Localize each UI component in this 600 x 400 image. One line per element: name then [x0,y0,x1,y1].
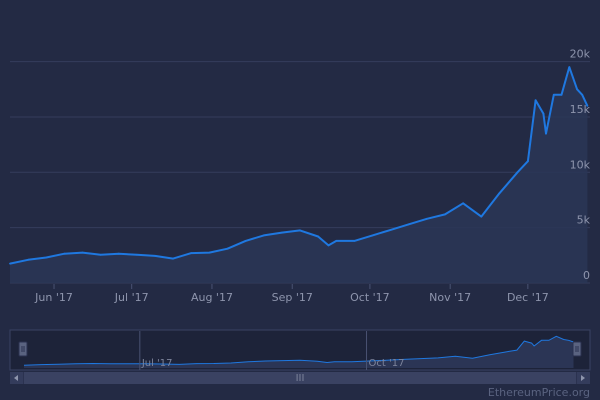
data-point[interactable] [581,93,584,96]
x-tick-label: Sep '17 [272,291,313,304]
x-axis-ticks: Jun '17 Jul '17 Aug '17 Sep '17 Oct '17 Nov '… [34,284,549,304]
data-point[interactable] [9,262,11,265]
data-point[interactable] [27,258,29,261]
data-point[interactable] [99,253,102,256]
x-tick-label: Jun '17 [34,291,73,304]
y-tick-label: 15k [570,103,591,116]
data-point[interactable] [389,229,392,231]
data-point[interactable] [527,160,529,163]
scrollbar-thumb[interactable] [24,372,576,384]
navigator-tick-label: Oct '17 [369,358,405,369]
scrollbar-left-arrow[interactable] [10,372,23,384]
data-point[interactable] [281,231,283,234]
data-point[interactable] [426,217,428,220]
data-point[interactable] [498,192,501,195]
data-point[interactable] [462,202,464,205]
data-point[interactable] [335,240,338,242]
y-tick-label: 10k [570,158,591,171]
data-point[interactable] [534,99,537,102]
data-point[interactable] [560,93,563,96]
data-point[interactable] [45,256,48,259]
y-tick-label: 20k [570,48,591,61]
data-point[interactable] [545,132,547,135]
navigator-handle-left[interactable] [18,341,28,357]
y-tick-label: 0 [583,269,590,282]
data-point[interactable] [63,252,66,255]
data-point[interactable] [262,234,265,237]
x-tick-label: Oct '17 [350,291,390,304]
scrollbar-right-arrow[interactable] [577,372,590,384]
navigator-ticks: Jul '17 Oct '17 [139,331,405,370]
navigator-line [23,335,574,366]
navigator[interactable]: Jul '17 Oct '17 [9,329,591,371]
data-point[interactable] [226,247,229,250]
x-tick-label: Jul '17 [114,291,149,304]
series-line[interactable] [9,66,589,265]
data-point[interactable] [208,251,211,254]
chevron-right-icon [581,375,585,381]
data-point[interactable] [190,252,193,255]
data-point[interactable] [244,240,247,242]
x-tick-label: Dec '17 [507,291,549,304]
scrollbar[interactable]: III [10,372,590,384]
navigator-handle-right[interactable] [572,341,582,357]
scrollbar-grip: III [296,373,305,384]
data-point[interactable] [81,251,84,254]
data-point[interactable] [480,215,483,218]
data-point[interactable] [576,88,578,91]
data-point[interactable] [317,235,319,238]
data-point[interactable] [136,253,138,256]
data-point[interactable] [407,223,410,226]
x-tick-label: Aug '17 [191,291,233,304]
data-point[interactable] [444,213,446,216]
data-point[interactable] [586,105,589,107]
data-point[interactable] [154,255,156,257]
x-tick-label: Nov '17 [429,291,471,304]
data-point[interactable] [117,252,120,255]
credit-link[interactable]: EthereumPrice.org [488,386,590,399]
y-axis-ticks: 0 5k 10k 15k 20k [570,48,591,282]
data-point[interactable] [542,112,545,115]
data-point[interactable] [299,229,301,232]
navigator-series [23,335,574,368]
data-point[interactable] [568,66,571,68]
navigator-area [24,336,574,368]
data-point[interactable] [172,257,175,260]
data-point[interactable] [552,93,555,96]
data-point[interactable] [371,234,374,237]
y-tick-label: 5k [577,214,591,227]
series-area [10,67,588,283]
navigator-tick-label: Jul '17 [141,358,173,369]
chevron-left-icon [14,375,18,381]
main-plot-area[interactable] [9,66,589,283]
data-point[interactable] [516,171,519,174]
data-point[interactable] [353,240,356,242]
data-point[interactable] [327,244,330,247]
